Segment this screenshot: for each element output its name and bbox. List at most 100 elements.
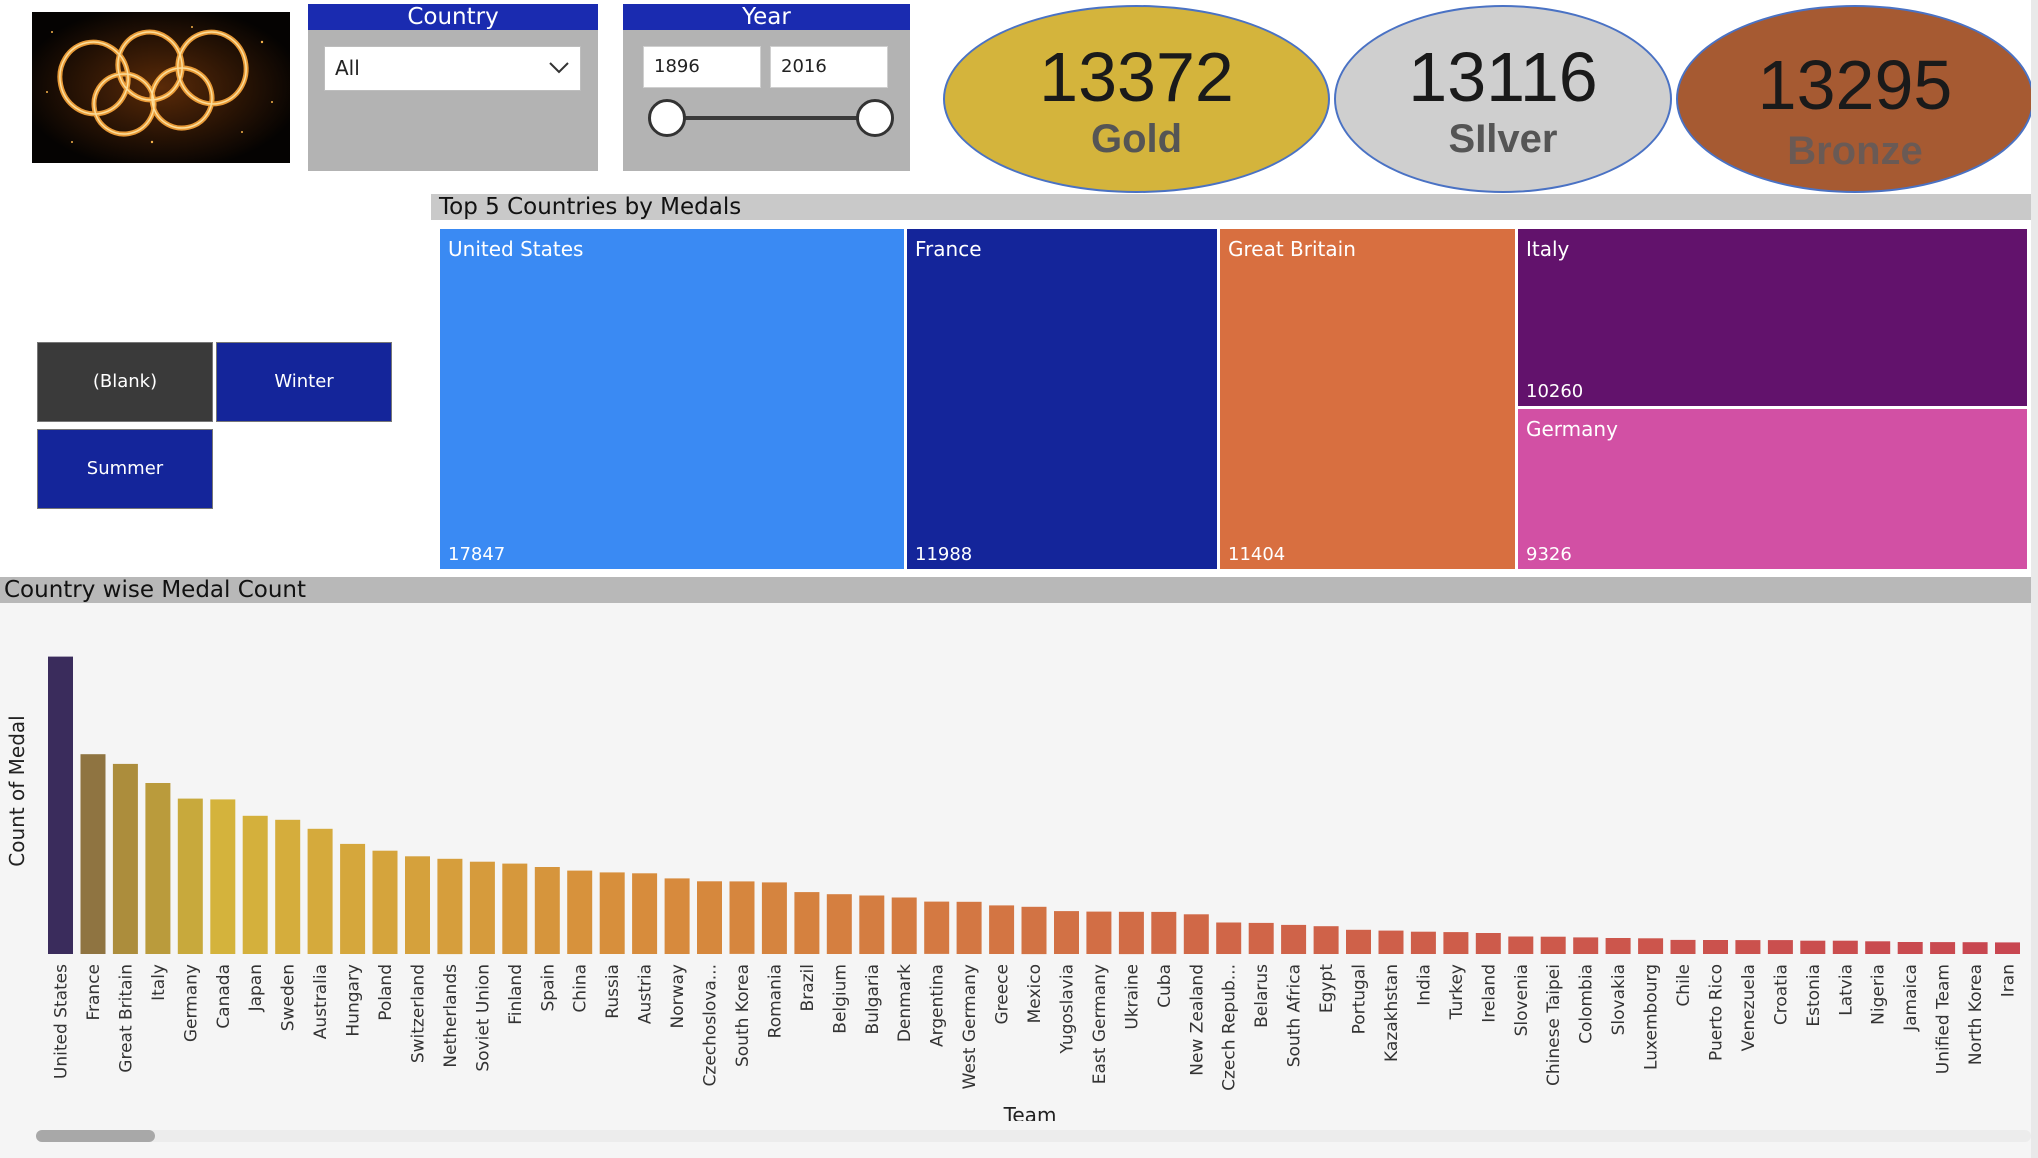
year-slider-track[interactable] (667, 116, 875, 120)
bar-spain[interactable] (534, 867, 560, 954)
bar-turkey[interactable] (1443, 932, 1469, 954)
x-tick-label: Ireland (1479, 964, 1499, 1023)
x-tick-label: Kazakhstan (1382, 964, 1402, 1062)
bar-portugal[interactable] (1346, 929, 1371, 954)
treemap-tile-france[interactable]: France 11988 (907, 229, 1217, 569)
bar-hungary[interactable] (340, 843, 366, 954)
chevron-down-icon (549, 62, 569, 74)
x-tick-label: New Zealand (1187, 964, 1207, 1076)
bar-united-states[interactable] (48, 656, 73, 954)
year-end-input[interactable]: 2016 (770, 46, 888, 88)
bar-venezuela[interactable] (1735, 940, 1761, 954)
x-tick-label: Brazil (798, 964, 818, 1011)
chart-scrollbar-thumb[interactable] (36, 1130, 155, 1142)
bar-great-britain[interactable] (112, 763, 138, 954)
bar-colombia[interactable] (1573, 937, 1599, 954)
season-button-winter[interactable]: Winter (216, 342, 392, 422)
bar-czech-repub-[interactable] (1216, 922, 1242, 955)
x-tick-label: Denmark (895, 964, 915, 1042)
bar-iran[interactable] (1995, 942, 2020, 954)
bar-poland[interactable] (372, 850, 398, 954)
bar-romania[interactable] (761, 882, 787, 954)
bar-jamaica[interactable] (1897, 942, 1923, 954)
bar-chile[interactable] (1670, 939, 1696, 954)
bar-russia[interactable] (599, 872, 625, 954)
bar-belarus[interactable] (1248, 922, 1274, 954)
bar-luxembourg[interactable] (1638, 938, 1664, 954)
bar-australia[interactable] (307, 828, 333, 954)
treemap-tile-italy[interactable]: Italy 10260 (1518, 229, 2027, 406)
x-tick-label: Iran (1999, 964, 2019, 997)
bar-mexico[interactable] (1021, 906, 1047, 955)
country-slicer: Country All (308, 4, 598, 171)
x-tick-label: Yugoslavia (1058, 964, 1078, 1055)
bar-china[interactable] (567, 870, 593, 954)
bar-slovakia[interactable] (1605, 938, 1631, 954)
bar-yugoslavia[interactable] (1054, 911, 1079, 954)
bar-unified-team[interactable] (1930, 942, 1956, 954)
bar-bulgaria[interactable] (859, 895, 885, 955)
bar-belgium[interactable] (826, 894, 852, 954)
x-tick-label: Argentina (928, 964, 948, 1047)
tile-label: France (915, 237, 982, 261)
bar-west-germany[interactable] (956, 901, 982, 954)
bar-new-zealand[interactable] (1183, 914, 1209, 954)
bar-south-africa[interactable] (1281, 924, 1307, 954)
x-tick-label: Turkey (1447, 964, 1467, 1020)
bar-estonia[interactable] (1800, 940, 1826, 954)
bar-slovenia[interactable] (1508, 936, 1534, 955)
bar-ukraine[interactable] (1118, 911, 1144, 955)
year-end-handle[interactable] (856, 99, 894, 137)
bar-canada[interactable] (210, 799, 236, 954)
x-tick-label: South Africa (1285, 964, 1305, 1067)
bar-north-korea[interactable] (1962, 942, 1988, 954)
bar-cuba[interactable] (1151, 911, 1177, 954)
country-dropdown[interactable]: All (324, 46, 581, 91)
bar-india[interactable] (1410, 931, 1436, 954)
x-tick-label: Poland (376, 964, 396, 1021)
bar-argentina[interactable] (924, 901, 950, 954)
gold-kpi-card: 13372 Gold (943, 5, 1330, 193)
page-scroll-edge (2031, 0, 2038, 1158)
x-tick-label: United States (52, 964, 72, 1079)
bar-puerto-rico[interactable] (1703, 940, 1728, 954)
x-tick-label: France (84, 964, 104, 1021)
bar-latvia[interactable] (1832, 940, 1858, 954)
year-start-input[interactable]: 1896 (643, 46, 761, 88)
bar-chart-title: Country wise Medal Count (0, 577, 2031, 603)
bar-chinese-taipei[interactable] (1540, 936, 1566, 954)
bar-switzerland[interactable] (405, 856, 430, 954)
bar-croatia[interactable] (1767, 940, 1793, 954)
bar-nigeria[interactable] (1865, 941, 1891, 954)
silver-kpi-card: 13116 SIlver (1334, 5, 1672, 193)
treemap-tile-germany[interactable]: Germany 9326 (1518, 409, 2027, 569)
bar-denmark[interactable] (891, 897, 917, 955)
bar-greece[interactable] (989, 905, 1015, 954)
bar-italy[interactable] (145, 783, 171, 954)
bar-south-korea[interactable] (729, 881, 755, 954)
bar-norway[interactable] (664, 878, 690, 954)
bar-germany[interactable] (177, 798, 203, 954)
bar-sweden[interactable] (275, 819, 301, 954)
bar-brazil[interactable] (794, 892, 820, 954)
bar-france[interactable] (80, 754, 106, 954)
x-tick-label: East Germany (1090, 964, 1110, 1084)
treemap-tile-great-britain[interactable]: Great Britain 11404 (1220, 229, 1515, 569)
bar-soviet-union[interactable] (469, 861, 495, 954)
season-button-summer[interactable]: Summer (37, 429, 213, 509)
bar-east-germany[interactable] (1086, 911, 1112, 954)
bar-kazakhstan[interactable] (1378, 930, 1404, 954)
bar-czechoslova-[interactable] (697, 881, 722, 954)
bar-egypt[interactable] (1313, 926, 1339, 954)
bar-finland[interactable] (502, 863, 528, 954)
bar-ireland[interactable] (1475, 933, 1501, 954)
bar-netherlands[interactable] (437, 858, 463, 955)
x-tick-label: Puerto Rico (1707, 964, 1727, 1061)
bar-japan[interactable] (242, 815, 268, 954)
x-tick-label: Japan (246, 964, 266, 1012)
year-start-handle[interactable] (648, 99, 686, 137)
bar-austria[interactable] (632, 873, 658, 954)
treemap-tile-united-states[interactable]: United States 17847 (440, 229, 904, 569)
chart-scrollbar-track[interactable] (36, 1130, 2031, 1142)
season-button-blank[interactable]: (Blank) (37, 342, 213, 422)
